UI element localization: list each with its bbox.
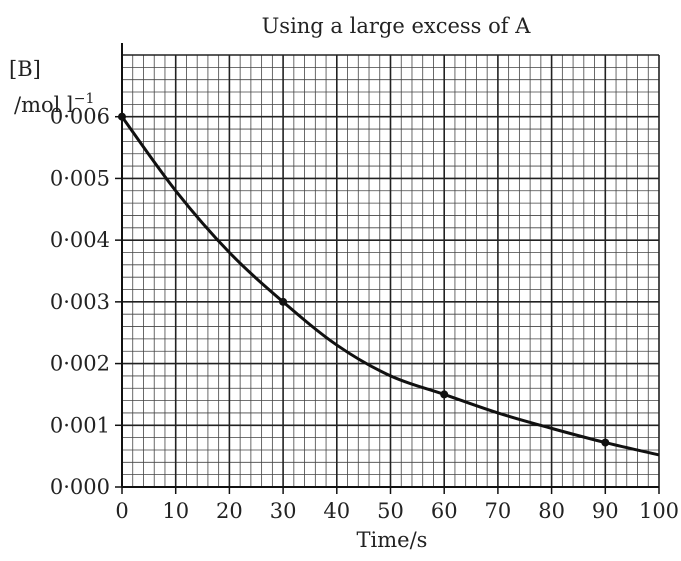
y-axis-unit-exponent: −1 xyxy=(74,91,95,107)
y-tick-label: 0·004 xyxy=(50,228,110,252)
data-point xyxy=(440,390,449,399)
y-tick-label: 0·005 xyxy=(50,166,110,190)
x-tick-label: 70 xyxy=(485,499,512,523)
y-axis-unit: /mol l xyxy=(14,93,74,117)
major-grid xyxy=(122,54,660,487)
chart-title: Using a large excess of A xyxy=(262,14,532,38)
data-point xyxy=(279,297,288,306)
data-point xyxy=(601,438,610,447)
data-series xyxy=(118,112,660,457)
x-tick-label: 100 xyxy=(639,499,679,523)
y-tick-label: 0·001 xyxy=(50,413,110,437)
x-axis-label: Time/s xyxy=(357,528,428,552)
x-tick-label: 20 xyxy=(216,499,243,523)
axes xyxy=(115,43,660,494)
x-tick-label: 80 xyxy=(538,499,565,523)
x-tick-label: 50 xyxy=(377,499,404,523)
y-tick-label: 0·003 xyxy=(50,290,110,314)
data-point xyxy=(118,112,126,121)
x-tick-label: 60 xyxy=(431,499,458,523)
x-tick-label: 10 xyxy=(162,499,189,523)
y-tick-label: 0·002 xyxy=(50,352,110,376)
y-tick-label: 0·006 xyxy=(50,105,110,129)
x-tick-label: 40 xyxy=(323,499,350,523)
x-tick-label: 0 xyxy=(115,499,128,523)
x-axis-tick-labels: 0 10 20 30 40 50 60 70 80 90 100 xyxy=(115,499,679,523)
y-tick-label: 0·000 xyxy=(50,475,110,499)
x-tick-label: 90 xyxy=(592,499,619,523)
x-tick-label: 30 xyxy=(270,499,297,523)
y-axis-label-line2: /mol l−1 xyxy=(14,91,94,117)
decay-curve xyxy=(120,115,660,457)
y-axis-label-line1: [B] xyxy=(9,57,41,81)
y-axis-tick-labels: 0·000 0·001 0·002 0·003 0·004 0·005 0·006 xyxy=(50,105,110,499)
